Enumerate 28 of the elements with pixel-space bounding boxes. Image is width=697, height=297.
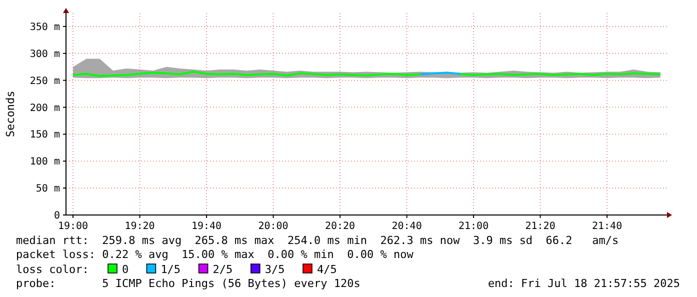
x-tick-label: 20:00 xyxy=(258,221,288,232)
y-tick-label: 300 m xyxy=(30,48,60,60)
legend-label: 3/5 xyxy=(264,263,285,276)
x-tick-label: 19:20 xyxy=(124,221,155,232)
y-axis-title: Seconds xyxy=(4,90,17,138)
y-tick-label: 50 m xyxy=(36,184,60,195)
y-tick-label: 200 m xyxy=(30,102,60,114)
legend-label: 1/5 xyxy=(160,263,181,276)
text: end: Fri Jul 18 21:57:55 2025 xyxy=(488,277,680,290)
x-tick-label: 21:40 xyxy=(592,221,622,232)
y-tick-label: 100 m xyxy=(30,156,60,168)
legend-label: 0 xyxy=(122,263,129,276)
x-tick-label: 21:20 xyxy=(525,221,556,232)
legend-label: 2/5 xyxy=(212,263,233,276)
legend-label: 4/5 xyxy=(317,263,337,276)
legend-title: loss color: xyxy=(16,263,89,276)
text: packet loss: 0.22 % avg 15.00 % max 0.00 % min 0.00 % now xyxy=(16,248,414,261)
x-tick-label: 19:00 xyxy=(58,221,88,232)
x-tick-label: 20:40 xyxy=(392,221,422,232)
x-tick-label: 21:00 xyxy=(458,221,489,232)
y-tick-label: 350 m xyxy=(30,22,60,33)
x-tick-label: 20:20 xyxy=(324,221,356,232)
text: probe: 5 ICMP Echo Pings (56 Bytes) every 120s xyxy=(16,277,360,290)
y-tick-label: 0 xyxy=(54,210,60,222)
y-tick-label: 250 m xyxy=(30,76,60,87)
x-tick-label: 19:40 xyxy=(191,221,222,232)
y-tick-label: 150 m xyxy=(30,130,60,141)
text: median rtt: 259.8 ms avg 265.8 ms max 254.0 ms min 262.3 ms now 3.9 ms sd 66.2 am/s xyxy=(16,234,619,247)
